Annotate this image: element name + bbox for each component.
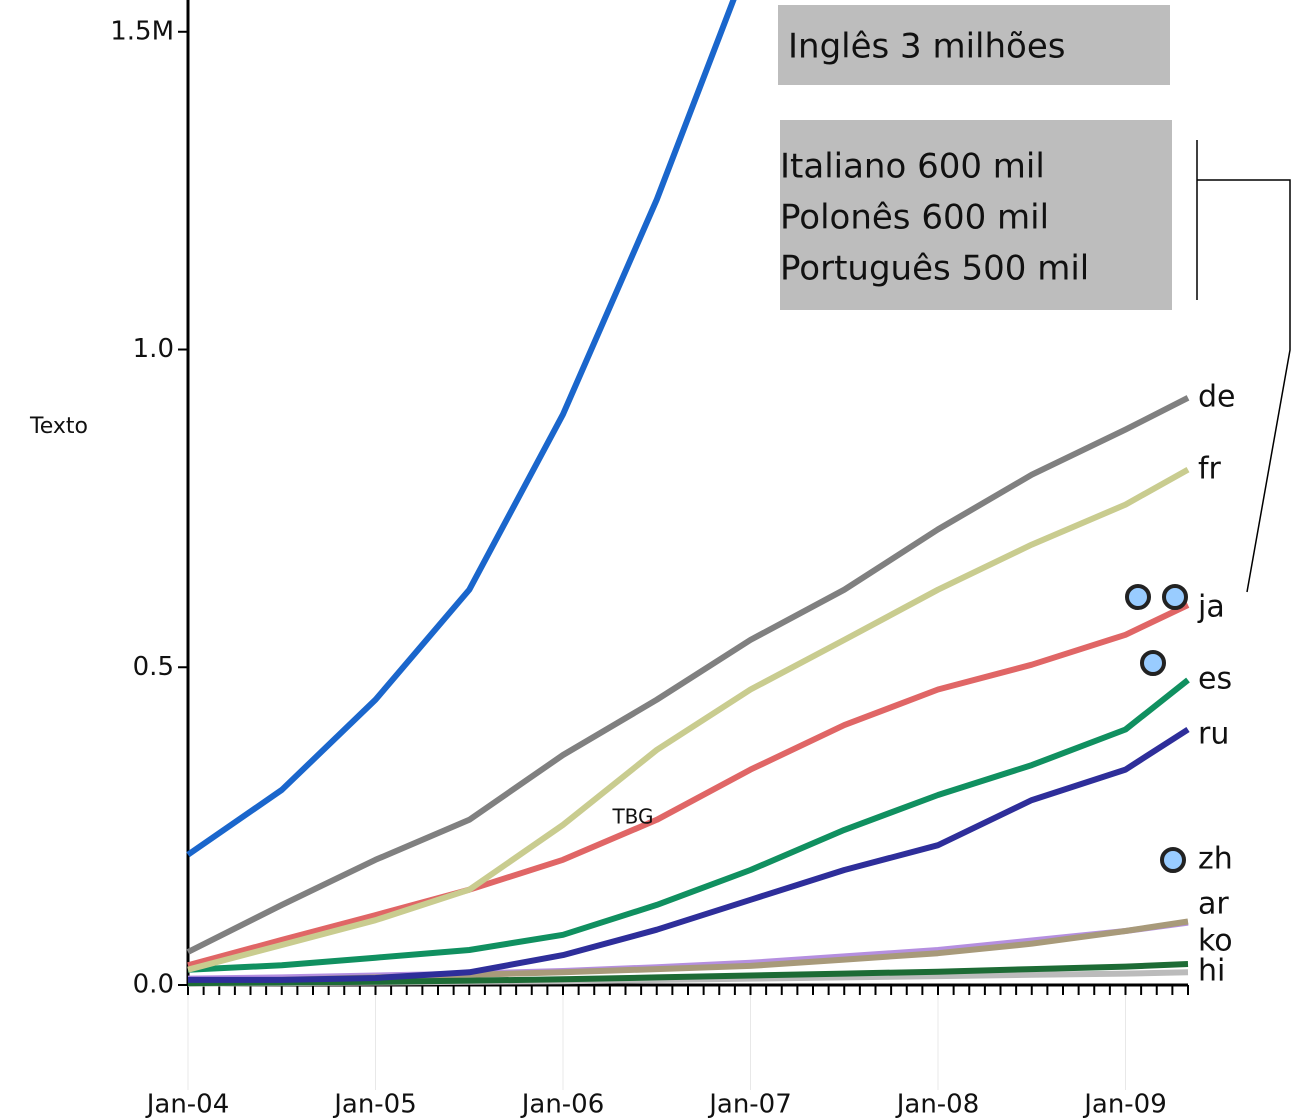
marker-dot	[1140, 650, 1166, 676]
annotation: Italiano 600 mil	[780, 147, 1045, 187]
series-label: ru	[1198, 717, 1229, 752]
x-tick-label: Jan-08	[895, 1090, 980, 1119]
series-line	[186, 395, 1190, 955]
bracket-leader	[1197, 179, 1291, 593]
annotation: Português 500 mil	[780, 249, 1089, 289]
series-label: ko	[1198, 924, 1233, 959]
y-tick-label: 1.5M	[110, 16, 174, 46]
series-line	[187, 961, 1189, 987]
annotation: Inglês 3 milhões	[788, 27, 1065, 67]
x-tick-label: Jan-07	[707, 1090, 792, 1119]
annotation-box	[780, 120, 1172, 310]
x-tick-label: Jan-09	[1082, 1090, 1167, 1119]
series-label: hi	[1198, 954, 1225, 989]
y-tick-label: 0.5	[133, 652, 174, 682]
series-label: ja	[1197, 590, 1225, 625]
series-line	[187, 602, 1190, 969]
series-line	[186, 0, 737, 858]
series-label: de	[1198, 380, 1236, 415]
marker-dot	[1162, 584, 1188, 610]
series-line	[187, 677, 1190, 973]
series-line	[187, 466, 1190, 973]
annotation-box	[778, 5, 1170, 85]
series-label: fr	[1198, 452, 1222, 487]
series-line	[188, 726, 1190, 983]
series-label: ar	[1198, 887, 1229, 922]
annotation: TBG	[611, 805, 653, 829]
y-tick-label: 1.0	[133, 334, 174, 364]
x-tick-label: Jan-05	[332, 1090, 417, 1119]
y-tick-label: 0.0	[133, 970, 174, 1000]
x-tick-label: Jan-04	[145, 1090, 230, 1119]
series-label: es	[1198, 662, 1232, 697]
y-axis-label: Texto	[29, 414, 88, 439]
annotation: Polonês 600 mil	[780, 198, 1049, 238]
marker-dot	[1160, 847, 1186, 873]
marker-dot	[1125, 584, 1151, 610]
x-tick-label: Jan-06	[520, 1090, 605, 1119]
series-label: zh	[1198, 842, 1233, 877]
